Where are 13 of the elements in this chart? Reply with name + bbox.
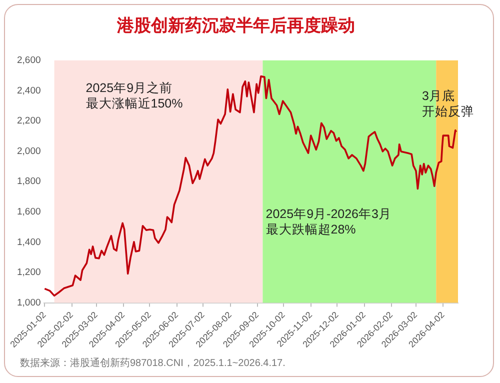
y-tick-label: 2,600 [16, 55, 41, 66]
annotation: 2025年9月-2026年3月最大跌幅超28% [266, 207, 392, 237]
y-tick-label: 2,000 [16, 146, 41, 157]
y-tick-label: 1,600 [16, 206, 41, 218]
y-tick-label: 1,400 [16, 236, 41, 248]
y-tick-label: 2,200 [16, 116, 41, 127]
y-tick-label: 1,200 [16, 267, 41, 278]
y-tick-label: 2,400 [16, 85, 41, 96]
annotation: 2025年9月之前最大涨幅近150% [86, 81, 183, 111]
chart-title: 港股创新药沉寂半年后再度躁动 [116, 16, 355, 35]
source-note: 数据来源：港股通创新药987018.CNI，2025.1.1~2026.4.17. [20, 356, 286, 369]
y-tick-label: 1,800 [16, 176, 41, 188]
y-tick-label: 1,000 [16, 297, 41, 308]
